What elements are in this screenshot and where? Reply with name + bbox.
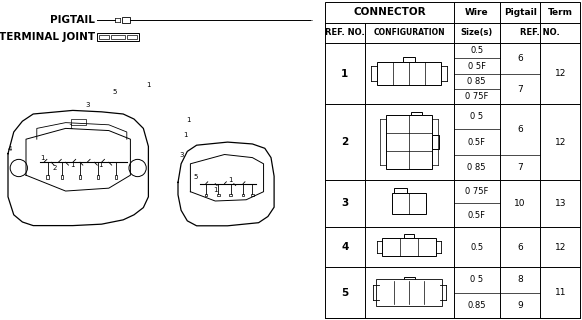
Text: 11: 11 [555,288,566,297]
Text: 5: 5 [194,174,198,180]
Text: 3: 3 [341,198,349,208]
Text: 0 75F: 0 75F [465,187,488,196]
Text: 1: 1 [40,155,44,161]
Text: 5: 5 [341,288,349,298]
Text: 7: 7 [517,163,523,172]
Text: 3: 3 [86,102,90,108]
Text: 13: 13 [555,199,566,208]
Text: 1: 1 [341,69,349,79]
Bar [111,35,125,39]
Bar [394,188,407,193]
Text: 0 85: 0 85 [467,163,486,172]
Text: 1: 1 [186,117,190,123]
Bar [72,119,86,125]
Text: 10: 10 [514,199,526,208]
Circle shape [10,159,27,177]
Bar [379,281,439,304]
Bar [229,194,232,196]
Text: 6: 6 [517,125,523,134]
Text: 12: 12 [555,69,566,78]
Text: 0 5F: 0 5F [468,61,486,71]
Bar [79,175,81,179]
Text: 0.5F: 0.5F [468,211,486,220]
Text: 1: 1 [68,124,72,130]
Bar [205,194,207,196]
Text: TERMINAL JOINT: TERMINAL JOINT [0,32,95,42]
Text: 0 5: 0 5 [470,276,483,284]
Text: 4: 4 [341,242,349,252]
Text: REF. NO.: REF. NO. [520,28,560,37]
Text: 12: 12 [555,138,566,147]
Bar [377,62,441,85]
Text: 0 85: 0 85 [467,77,486,86]
Bar [432,135,439,149]
Bar [404,276,414,281]
Text: 0.5: 0.5 [470,243,483,252]
Bar [61,175,63,179]
Bar [242,194,244,196]
Bar [115,175,118,179]
Text: 2: 2 [341,137,349,147]
Text: 0.5F: 0.5F [468,138,486,147]
Bar [404,234,414,238]
Text: PIGTAIL: PIGTAIL [50,15,95,25]
Bar [97,33,139,41]
Text: 1: 1 [228,177,232,183]
Text: 0 5: 0 5 [470,112,483,121]
Bar [46,175,49,179]
Text: Wire: Wire [465,8,488,17]
Text: Pigtail: Pigtail [503,8,537,17]
Text: CONNECTOR: CONNECTOR [353,7,425,17]
Bar [217,194,219,196]
Bar [127,35,137,39]
Text: 1: 1 [70,162,74,168]
Text: 1: 1 [183,132,187,138]
Bar [392,193,426,214]
Text: 9: 9 [517,301,523,310]
Bar [251,194,254,196]
Bar [386,115,432,169]
Bar [411,112,422,115]
Bar [99,35,109,39]
Text: 6: 6 [517,54,523,63]
Circle shape [129,159,146,177]
Text: 1: 1 [98,162,102,168]
Text: 6: 6 [517,243,523,252]
Bar [403,57,415,62]
Text: 4: 4 [8,146,12,152]
Bar [122,17,130,23]
Text: 7: 7 [517,84,523,93]
Text: 0.85: 0.85 [467,301,486,310]
Text: CONFIGURATION: CONFIGURATION [373,28,445,37]
Text: 0.5: 0.5 [470,46,483,55]
Text: 12: 12 [555,243,566,252]
Text: 1: 1 [146,82,150,88]
Bar [377,279,442,307]
Text: REF. NO.: REF. NO. [325,28,365,37]
Text: 1: 1 [213,187,217,193]
Bar [97,175,100,179]
Text: Size(s): Size(s) [460,28,493,37]
Text: 0 75F: 0 75F [465,92,488,101]
Text: 8: 8 [517,276,523,284]
Text: Term: Term [548,8,573,17]
Bar [382,238,436,256]
Text: 2: 2 [53,165,57,171]
Text: 3: 3 [180,152,184,158]
Text: 5: 5 [113,89,117,95]
